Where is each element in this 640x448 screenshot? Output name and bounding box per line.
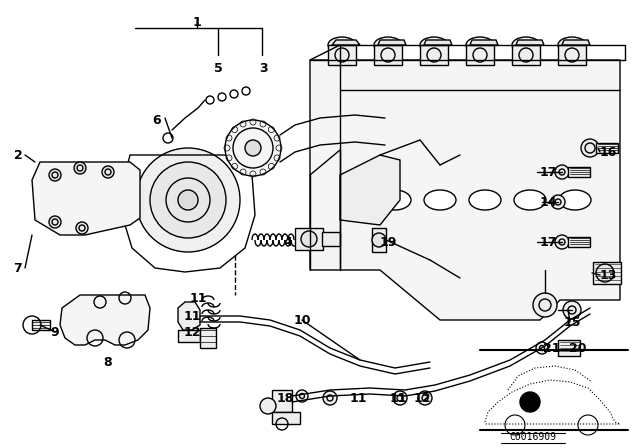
Bar [322, 232, 340, 246]
Text: 10: 10 [293, 314, 311, 327]
Circle shape [418, 391, 432, 405]
Text: 12: 12 [183, 326, 201, 339]
Circle shape [225, 120, 281, 176]
Bar [295, 228, 323, 250]
Circle shape [581, 139, 599, 157]
Polygon shape [378, 40, 406, 45]
Text: 17: 17 [540, 236, 557, 249]
Bar [328, 45, 356, 65]
Bar [178, 330, 200, 342]
Ellipse shape [469, 190, 501, 210]
Circle shape [260, 398, 276, 414]
Bar [593, 262, 621, 284]
Bar [272, 412, 300, 424]
Circle shape [150, 162, 226, 238]
Ellipse shape [374, 37, 402, 53]
Polygon shape [32, 162, 140, 235]
Circle shape [245, 140, 261, 156]
Text: 11: 11 [183, 310, 201, 323]
Polygon shape [424, 40, 452, 45]
Text: 14: 14 [540, 195, 557, 208]
Ellipse shape [559, 190, 591, 210]
Text: 12: 12 [413, 392, 431, 405]
Circle shape [551, 195, 565, 209]
Text: 11: 11 [349, 392, 367, 405]
Bar [272, 390, 292, 412]
Bar [558, 340, 580, 356]
Circle shape [136, 148, 240, 252]
Text: 17: 17 [540, 165, 557, 178]
Bar [374, 45, 402, 65]
Bar [32, 320, 50, 330]
Circle shape [49, 169, 61, 181]
Text: 8: 8 [104, 356, 112, 369]
Circle shape [74, 162, 86, 174]
Circle shape [555, 165, 569, 179]
Polygon shape [562, 40, 590, 45]
Polygon shape [60, 295, 150, 345]
Circle shape [596, 264, 614, 282]
Text: 2: 2 [13, 148, 22, 161]
Ellipse shape [514, 190, 546, 210]
Bar [558, 45, 586, 65]
Text: 7: 7 [13, 262, 22, 275]
Circle shape [301, 231, 317, 247]
Polygon shape [516, 40, 544, 45]
Text: 19: 19 [380, 236, 397, 249]
Ellipse shape [558, 37, 586, 53]
Circle shape [555, 235, 569, 249]
Text: 21: 21 [543, 341, 561, 354]
Text: 1: 1 [193, 16, 202, 29]
Text: 15: 15 [563, 315, 580, 328]
Polygon shape [332, 40, 360, 45]
Ellipse shape [466, 37, 494, 53]
Text: 13: 13 [599, 268, 617, 281]
Text: 11: 11 [389, 392, 407, 405]
Bar [512, 45, 540, 65]
Polygon shape [340, 155, 400, 225]
Circle shape [323, 391, 337, 405]
Circle shape [178, 190, 198, 210]
Circle shape [76, 222, 88, 234]
Circle shape [563, 301, 581, 319]
Text: 3: 3 [259, 61, 268, 74]
Polygon shape [310, 60, 620, 320]
Bar [596, 143, 618, 153]
Ellipse shape [328, 37, 356, 53]
Bar [420, 45, 448, 65]
Ellipse shape [420, 37, 448, 53]
Polygon shape [178, 302, 200, 330]
Circle shape [49, 216, 61, 228]
Ellipse shape [512, 37, 540, 53]
Polygon shape [470, 40, 498, 45]
Ellipse shape [379, 190, 411, 210]
Circle shape [536, 342, 548, 354]
Circle shape [296, 390, 308, 402]
Text: 5: 5 [214, 61, 222, 74]
Circle shape [372, 233, 386, 247]
Circle shape [533, 293, 557, 317]
Ellipse shape [424, 190, 456, 210]
Circle shape [520, 392, 540, 412]
Text: 11: 11 [189, 292, 207, 305]
Circle shape [393, 391, 407, 405]
Text: 18: 18 [276, 392, 294, 405]
Circle shape [578, 415, 598, 435]
Text: C0016909: C0016909 [509, 432, 557, 442]
Text: 4: 4 [284, 236, 292, 249]
Bar [466, 45, 494, 65]
Bar [372, 228, 386, 252]
Bar [200, 328, 216, 348]
Bar [568, 237, 590, 247]
Circle shape [102, 166, 114, 178]
Text: 20: 20 [569, 341, 587, 354]
Text: 6: 6 [153, 113, 161, 126]
Bar [568, 167, 590, 177]
Text: 16: 16 [599, 146, 617, 159]
Text: 9: 9 [51, 326, 60, 339]
Circle shape [505, 415, 525, 435]
